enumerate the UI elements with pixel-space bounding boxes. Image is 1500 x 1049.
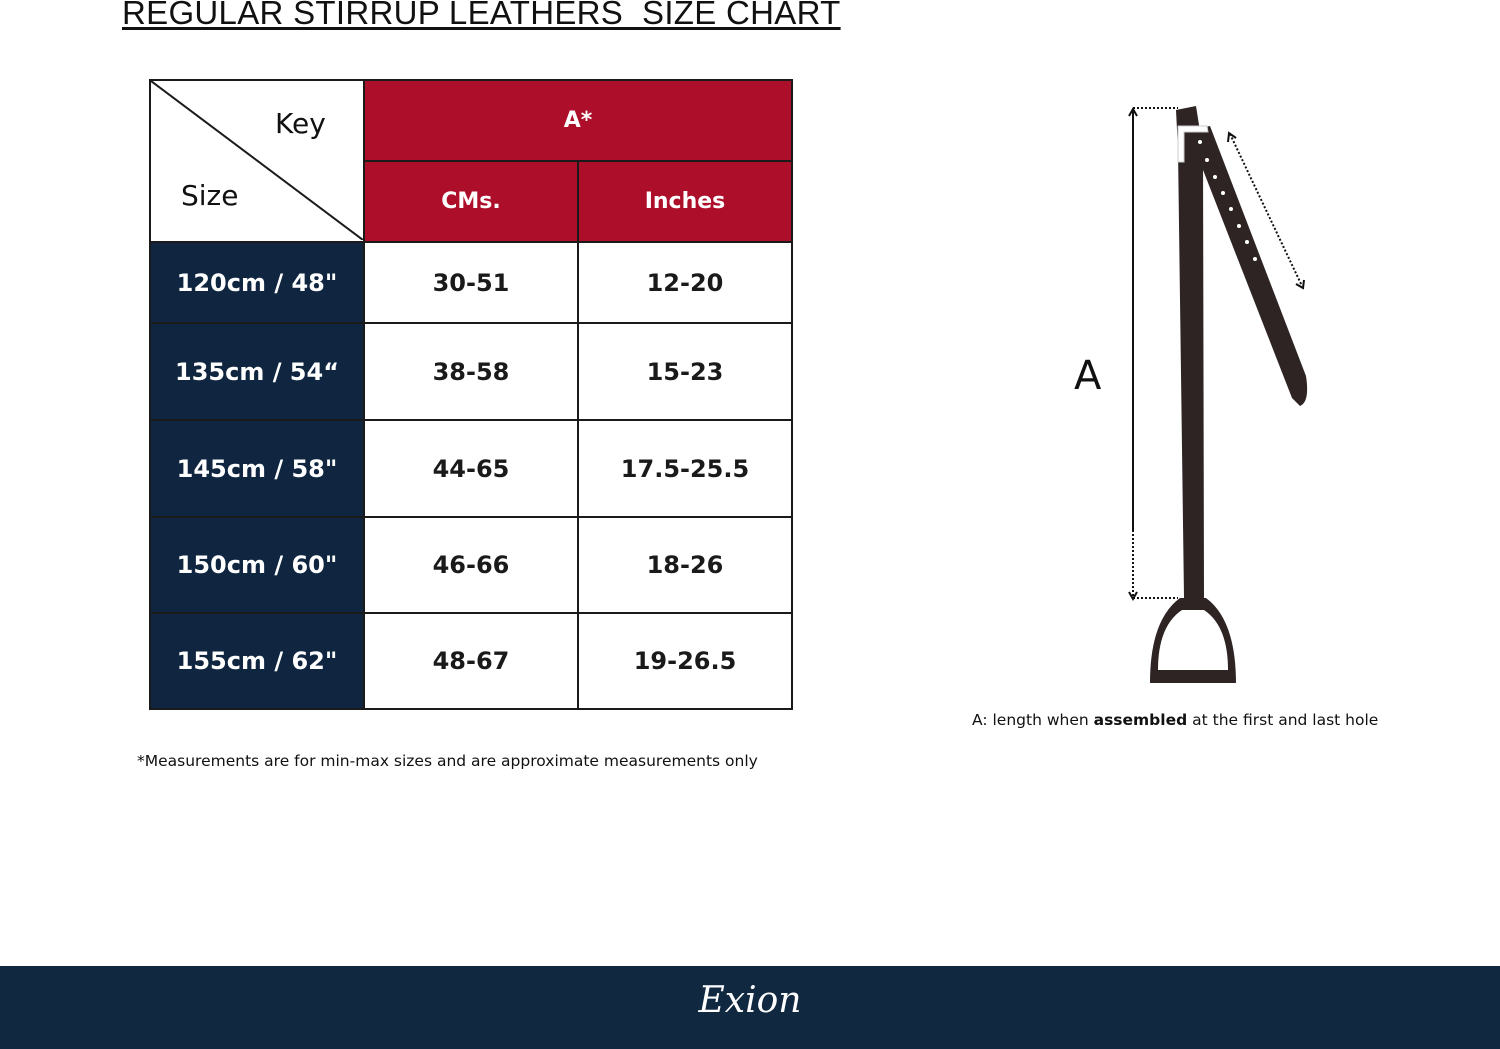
cms-cell: 48-67 [363, 612, 579, 710]
table-row: 135cm / 54“ 38-58 15-23 [149, 322, 793, 421]
table-row: 155cm / 62" 48-67 19-26.5 [149, 612, 793, 710]
table-row: 120cm / 48" 30-51 12-20 [149, 241, 793, 324]
leather-strap-main [1176, 106, 1204, 598]
inches-cell: 17.5-25.5 [577, 419, 793, 518]
buckle-icon [1177, 125, 1209, 163]
strap-holes [1198, 140, 1257, 261]
page-title: REGULAR STIRRUP LEATHERS SIZE CHART [122, 0, 841, 31]
size-cell: 145cm / 58" [149, 419, 365, 518]
inches-cell: 18-26 [577, 516, 793, 614]
footer-bar: Exion [0, 966, 1500, 1049]
key-label: Key [275, 107, 326, 140]
cms-cell: 46-66 [363, 516, 579, 614]
dimension-arrow [1128, 106, 1178, 602]
leather-strap-tail [1192, 126, 1308, 406]
dimension-label-a: A [1074, 353, 1102, 399]
column-header-inches: Inches [577, 160, 793, 243]
size-chart-table: Key Size A* CMs. Inches 120cm / 48" 30-5… [149, 79, 793, 710]
column-header-cms: CMs. [363, 160, 579, 243]
cms-cell: 38-58 [363, 322, 579, 421]
cms-cell: 44-65 [363, 419, 579, 518]
size-label: Size [181, 179, 239, 212]
group-header-a: A* [363, 79, 793, 162]
measurement-note: *Measurements are for min-max sizes and … [137, 752, 758, 770]
inches-cell: 19-26.5 [577, 612, 793, 710]
inches-cell: 15-23 [577, 322, 793, 421]
diagram-caption: A: length when assembled at the first an… [972, 711, 1378, 729]
stirrup-leather-diagram: A [1074, 106, 1308, 684]
stirrup-iron [1150, 598, 1236, 684]
caption-text: A: length when [972, 711, 1094, 729]
corner-cell: Key Size [149, 79, 365, 243]
caption-text-end: at the first and last hole [1187, 711, 1379, 729]
inches-cell: 12-20 [577, 241, 793, 324]
size-cell: 150cm / 60" [149, 516, 365, 614]
caption-bold-text: assembled [1093, 711, 1188, 729]
size-cell: 120cm / 48" [149, 241, 365, 324]
brand-logo: Exion [698, 980, 802, 1021]
table-row: 145cm / 58" 44-65 17.5-25.5 [149, 419, 793, 518]
cms-cell: 30-51 [363, 241, 579, 324]
table-row: 150cm / 60" 46-66 18-26 [149, 516, 793, 614]
size-cell: 155cm / 62" [149, 612, 365, 710]
adjustment-arrow [1227, 131, 1305, 290]
diagonal-divider [151, 81, 363, 240]
size-cell: 135cm / 54“ [149, 322, 365, 421]
